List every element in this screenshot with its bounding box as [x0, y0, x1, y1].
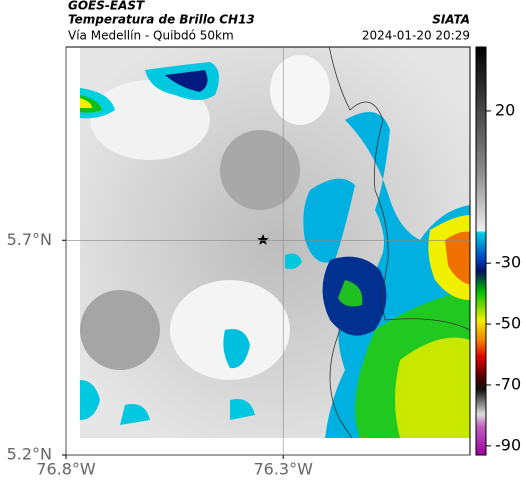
subtitle: Vía Medellín - Quibdó 50km: [68, 29, 234, 43]
colorbar-tick-label: -70: [495, 374, 521, 393]
timestamp: 2024-01-20 20:29: [362, 29, 470, 43]
y-tick-label: 5.7°N: [7, 230, 52, 249]
title: Temperatura de Brillo CH13: [68, 13, 255, 27]
colorbar-tick-label: -30: [495, 253, 521, 272]
y-tick-label: 5.2°N: [7, 445, 52, 464]
colorbar-tick-label: 20: [495, 100, 515, 119]
x-tick-label: 76.3°W: [253, 460, 313, 479]
colorbar-tick-label: -90: [495, 435, 521, 454]
colorbar-tick-label: -50: [495, 314, 521, 333]
x-tick-label: 76.8°W: [36, 460, 96, 479]
location-marker: [257, 234, 269, 245]
source: GOES-EAST: [68, 0, 145, 13]
imagery: [80, 47, 470, 438]
org: SIATA: [432, 13, 470, 27]
axes: 76.8°W 76.3°W 5.2°N 5.7°N 20 -30 -50 -70 -90: [7, 47, 521, 479]
colorbar: [475, 46, 487, 456]
